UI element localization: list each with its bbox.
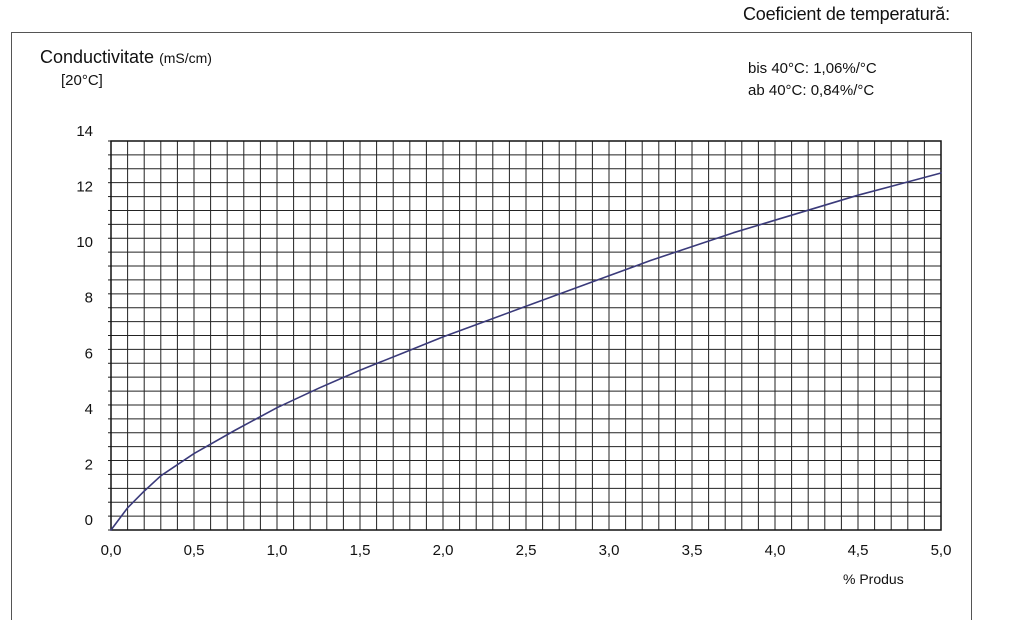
y-axis-label: Conductivitate (mS/cm) — [40, 47, 212, 68]
axes — [110, 140, 942, 531]
annotation-below-40c: bis 40°C: 1,06%/°C — [748, 60, 877, 77]
y-tick-label: 12 — [76, 179, 93, 196]
x-tick-labels: 0,0 0,5 1,0 1,5 2,0 2,5 3,0 3,5 4,0 4,5 5,0 — [101, 542, 952, 559]
y-axis-unit: (mS/cm) — [159, 50, 212, 66]
x-tick-label: 1,0 — [267, 542, 288, 559]
y-tick-label: 6 — [85, 345, 93, 362]
annotation-above-40c: ab 40°C: 0,84%/°C — [748, 82, 875, 99]
grid — [108, 140, 941, 531]
y-tick-label: 10 — [76, 234, 93, 251]
chart-title: Coeficient de temperatură: — [743, 4, 950, 24]
x-tick-label: 2,5 — [516, 542, 537, 559]
x-tick-label: 2,0 — [433, 542, 454, 559]
chart-frame — [11, 32, 972, 620]
x-tick-label: 1,5 — [350, 542, 371, 559]
series-layer — [110, 172, 942, 531]
y-axis-reference-temperature: [20°C] — [61, 72, 103, 89]
x-tick-label: 4,0 — [765, 542, 786, 559]
y-tick-label: 4 — [85, 401, 93, 418]
plot-border — [110, 140, 942, 531]
y-axis-label-text: Conductivitate — [40, 47, 155, 67]
y-tick-labels: 0 2 4 6 8 10 12 14 — [76, 123, 93, 529]
x-tick-label: 3,0 — [599, 542, 620, 559]
x-tick-label: 3,5 — [682, 542, 703, 559]
x-tick-label: 0,5 — [184, 542, 205, 559]
y-tick-label: 14 — [76, 123, 93, 140]
x-tick-label: 0,0 — [101, 542, 122, 559]
y-tick-label: 2 — [85, 456, 93, 473]
x-tick-label: 5,0 — [931, 542, 952, 559]
series-line — [110, 172, 942, 531]
y-tick-label: 0 — [85, 512, 93, 529]
x-tick-label: 4,5 — [848, 542, 869, 559]
y-tick-label: 8 — [85, 290, 93, 307]
x-axis-label: % Produs — [843, 571, 904, 587]
